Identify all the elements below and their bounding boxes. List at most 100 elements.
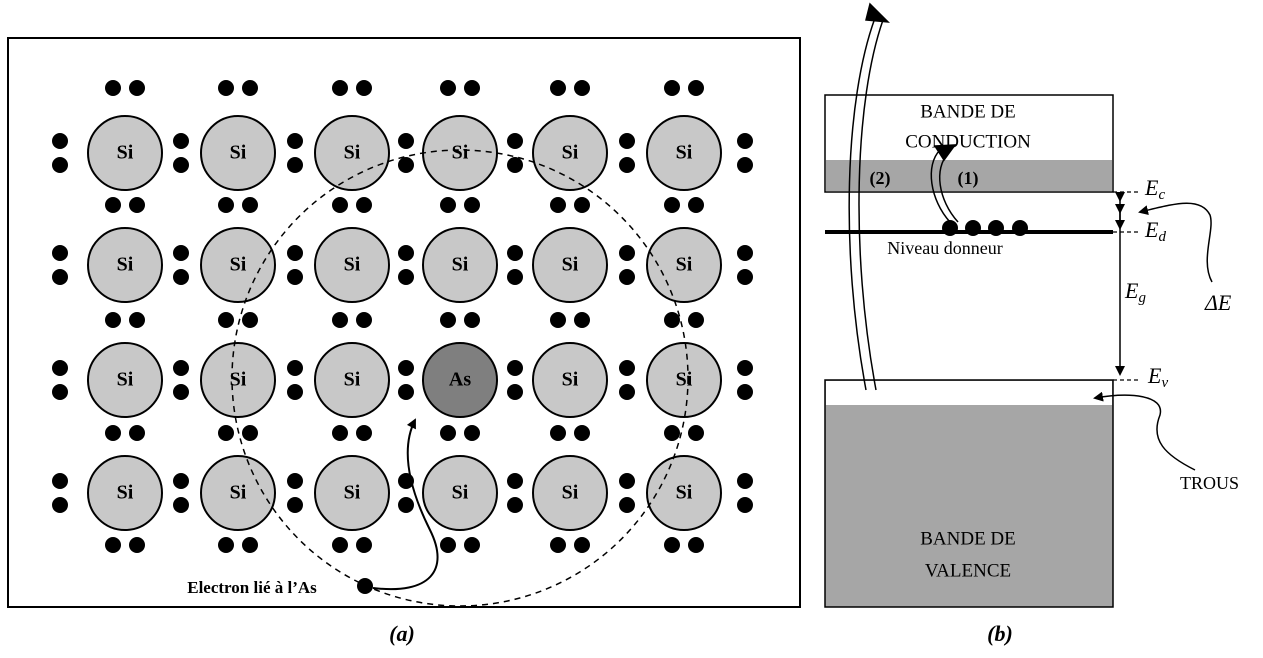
valence-electron [507, 473, 523, 489]
ec-label: Ec [1144, 175, 1165, 203]
valence-electron [464, 425, 480, 441]
valence-electron [356, 312, 372, 328]
band-label: CONDUCTION [905, 131, 1031, 152]
valence-electron [619, 360, 635, 376]
subscript: c [1158, 187, 1165, 203]
atom-label: Si [117, 369, 134, 391]
valence-electron [737, 245, 753, 261]
valence-electron [287, 360, 303, 376]
valence-electron [356, 80, 372, 96]
valence-electron [129, 80, 145, 96]
valence-electron [173, 133, 189, 149]
valence-electron [356, 537, 372, 553]
valence-electron [737, 497, 753, 513]
subscript: g [1138, 290, 1146, 306]
valence-electron [52, 473, 68, 489]
valence-electron [550, 425, 566, 441]
valence-electron [464, 80, 480, 96]
valence-electron [737, 133, 753, 149]
valence-electron [440, 80, 456, 96]
valence-electron [356, 197, 372, 213]
valence-electron [242, 537, 258, 553]
valence-electron [242, 80, 258, 96]
valence-electron [242, 312, 258, 328]
valence-electron [287, 133, 303, 149]
valence-electron [218, 425, 234, 441]
valence-electron [507, 133, 523, 149]
valence-electron [619, 497, 635, 513]
valence-electron [688, 425, 704, 441]
transition-label: (1) [958, 168, 979, 189]
valence-electron [287, 497, 303, 513]
donor-label: Niveau donneur [887, 238, 1002, 258]
valence-electron [398, 133, 414, 149]
valence-electron [52, 360, 68, 376]
valence-electron [398, 245, 414, 261]
valence-electron [173, 157, 189, 173]
atom-label: Si [676, 142, 693, 164]
atom-label: Si [117, 482, 134, 504]
caption-b: (b) [987, 621, 1013, 646]
holes-region [826, 381, 1112, 405]
valence-electron [550, 312, 566, 328]
valence-electron [287, 269, 303, 285]
atom-label: Si [562, 482, 579, 504]
valence-electron [173, 473, 189, 489]
valence-electron [332, 197, 348, 213]
valence-electron [287, 157, 303, 173]
valence-electron [507, 269, 523, 285]
valence-electron [52, 245, 68, 261]
valence-electron [218, 80, 234, 96]
valence-electron [507, 360, 523, 376]
symbol: E [1144, 217, 1159, 242]
atom-label: As [449, 369, 471, 391]
symbol: E [1144, 175, 1159, 200]
valence-electron [619, 269, 635, 285]
valence-electron [218, 537, 234, 553]
caption-a: (a) [389, 621, 415, 646]
valence-electron [52, 497, 68, 513]
valence-electron [218, 197, 234, 213]
valence-electron [688, 197, 704, 213]
atom-label: Si [452, 142, 469, 164]
atom-label: Si [452, 254, 469, 276]
atom-label: Si [230, 482, 247, 504]
holes-label: TROUS [1180, 473, 1239, 493]
ed-label: Ed [1144, 217, 1166, 245]
valence-electron [398, 384, 414, 400]
transition-label: (2) [870, 168, 891, 189]
valence-electron [332, 80, 348, 96]
atom-label: Si [562, 369, 579, 391]
valence-electron [440, 312, 456, 328]
atom-label: Si [230, 254, 247, 276]
valence-electron [52, 384, 68, 400]
valence-electron [242, 425, 258, 441]
valence-electron [105, 80, 121, 96]
valence-electron [550, 80, 566, 96]
valence-electron [737, 473, 753, 489]
valence-electron [242, 197, 258, 213]
valence-electron [737, 157, 753, 173]
atom-label: Si [562, 142, 579, 164]
valence-electron [550, 537, 566, 553]
atom-label: Si [344, 482, 361, 504]
valence-electron [737, 360, 753, 376]
valence-electron [664, 80, 680, 96]
valence-electron [52, 157, 68, 173]
atom-label: Si [676, 482, 693, 504]
valence-electron [507, 245, 523, 261]
valence-electron [398, 497, 414, 513]
valence-electron [440, 537, 456, 553]
valence-electron [619, 384, 635, 400]
valence-electron [574, 537, 590, 553]
valence-electron [619, 245, 635, 261]
valence-electron [507, 384, 523, 400]
delta-e-pointer [1140, 203, 1212, 282]
valence-electron [574, 312, 590, 328]
valence-electron [173, 497, 189, 513]
atom-label: Si [452, 482, 469, 504]
valence-electron [332, 312, 348, 328]
valence-electron [173, 384, 189, 400]
symbol: E [1124, 278, 1139, 303]
valence-electron [664, 312, 680, 328]
